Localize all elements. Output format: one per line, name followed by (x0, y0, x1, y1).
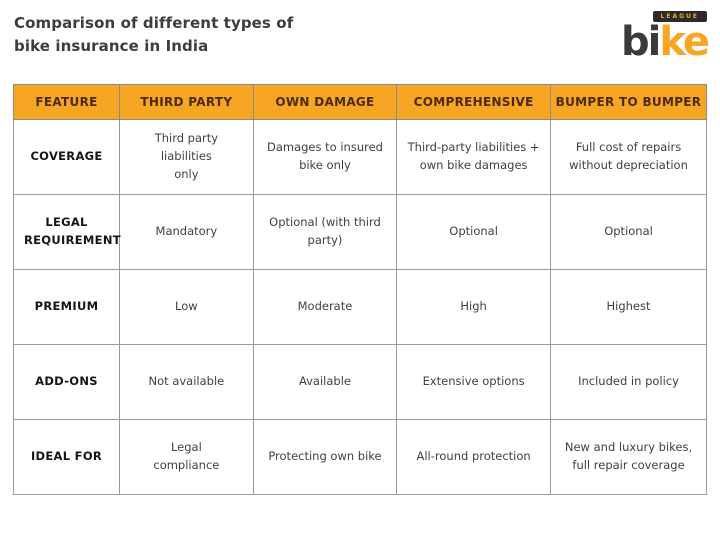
column-header-comprehensive: COMPREHENSIVE (396, 84, 552, 120)
row-label-ideal-for: IDEAL FOR (12, 419, 121, 495)
row-label-add-ons: ADD-ONS (12, 344, 121, 420)
cell-ideal-comprehensive: All-round protection (396, 419, 552, 495)
table-row-ideal-for: IDEAL FOR Legal compliance Protecting ow… (12, 419, 707, 495)
row-label-coverage: COVERAGE (12, 119, 121, 195)
column-header-third-party: THIRD PARTY (119, 84, 254, 120)
row-label-premium: PREMIUM (12, 269, 121, 345)
row-label-legal-requirement: LEGAL REQUIREMENT (12, 194, 121, 270)
logo-league-badge: LEAGUE (652, 11, 707, 22)
bike-league-logo: LEAGUE bike (590, 7, 710, 62)
cell-premium-bumper: Highest (550, 269, 707, 345)
cell-premium-own-damage: Moderate (252, 269, 398, 345)
cell-legal-third-party: Mandatory (119, 194, 254, 270)
column-header-own-damage: OWN DAMAGE (252, 84, 398, 120)
cell-coverage-bumper: Full cost of repairs without depreciatio… (550, 119, 707, 195)
table-row-coverage: COVERAGE Third party liabilities only Da… (12, 119, 707, 195)
cell-ideal-own-damage: Protecting own bike (252, 419, 398, 495)
logo-text-orange: ke (659, 19, 710, 65)
cell-legal-comprehensive: Optional (396, 194, 552, 270)
cell-premium-comprehensive: High (396, 269, 552, 345)
table-header-row: FEATURE THIRD PARTY OWN DAMAGE COMPREHEN… (12, 84, 707, 120)
page-title: Comparison of different types of bike in… (14, 14, 294, 55)
table-row-premium: PREMIUM Low Moderate High Highest (12, 269, 707, 345)
cell-addons-own-damage: Available (252, 344, 398, 420)
table-row-add-ons: ADD-ONS Not available Available Extensiv… (12, 344, 707, 420)
insurance-comparison-table: FEATURE THIRD PARTY OWN DAMAGE COMPREHEN… (12, 84, 707, 495)
cell-addons-bumper: Included in policy (550, 344, 707, 420)
table-row-legal-requirement: LEGAL REQUIREMENT Mandatory Optional (wi… (12, 194, 707, 270)
cell-legal-own-damage: Optional (with third party) (252, 194, 398, 270)
cell-addons-third-party: Not available (119, 344, 254, 420)
cell-ideal-third-party: Legal compliance (119, 419, 254, 495)
column-header-feature: FEATURE (12, 84, 121, 120)
cell-coverage-own-damage: Damages to insured bike only (252, 119, 398, 195)
cell-ideal-bumper: New and luxury bikes, full repair covera… (550, 419, 707, 495)
logo-wordmark: bike (621, 19, 710, 65)
logo-text-dark: bi (621, 19, 661, 65)
cell-addons-comprehensive: Extensive options (396, 344, 552, 420)
cell-coverage-third-party: Third party liabilities only (119, 119, 254, 195)
cell-premium-third-party: Low (119, 269, 254, 345)
column-header-bumper-to-bumper: BUMPER TO BUMPER (550, 84, 707, 120)
cell-legal-bumper: Optional (550, 194, 707, 270)
cell-coverage-comprehensive: Third-party liabilities + own bike damag… (396, 119, 552, 195)
